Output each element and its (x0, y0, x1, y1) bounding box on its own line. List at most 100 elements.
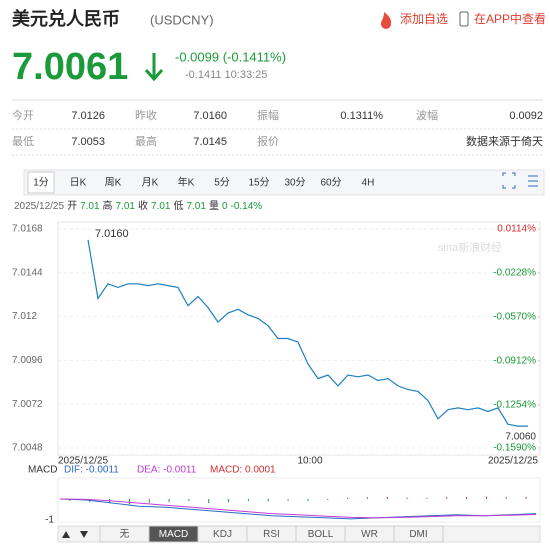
macd-bar (287, 498, 289, 501)
stat-label: 今开 (12, 108, 34, 122)
macd-bar (525, 496, 527, 499)
dif-label: DIF: -0.0011 (64, 465, 119, 476)
macd-bar (327, 498, 329, 500)
up-arrow[interactable] (62, 531, 70, 538)
indicator-label[interactable]: MACD (159, 529, 188, 540)
indicator-label[interactable]: DMI (409, 529, 427, 540)
tab[interactable]: 30分 (284, 177, 305, 189)
stat-value: 7.0126 (71, 110, 105, 122)
macd-line (59, 498, 537, 519)
macd-tick-label: -1 (45, 515, 54, 526)
stat-value: 7.0053 (71, 136, 105, 148)
macd-frame (57, 477, 541, 523)
tab[interactable]: 月K (142, 177, 159, 189)
fullscreen-icon[interactable] (502, 172, 516, 189)
macd-bar (267, 498, 269, 502)
y2-tick-label: -0.0570% (493, 312, 536, 323)
macd-bar (485, 496, 487, 499)
macd-bar (307, 498, 309, 502)
phone-icon (459, 11, 469, 27)
info-part: 7.01 (80, 201, 100, 212)
info-part: 7.01 (151, 201, 171, 212)
info-part: 2025/12/25 (14, 201, 64, 212)
macd-bar (406, 497, 408, 499)
macd-label: MACD: 0.0001 (210, 465, 276, 476)
x-tick-label: 10:00 (297, 456, 322, 467)
sub-quote: -0.1411 10:33:25 (185, 69, 267, 81)
macd-bar (168, 498, 170, 503)
macd-bar (505, 497, 507, 499)
stat-label: 报价 (257, 134, 279, 148)
change: -0.0099 (-0.1411%) (175, 49, 286, 64)
y-tick-label: 7.0144 (12, 267, 43, 278)
macd-title: MACD (28, 465, 57, 476)
add-watch[interactable]: 添加自选 (400, 12, 448, 26)
stat-label: 最低 (12, 135, 34, 148)
macd-bar (366, 497, 368, 499)
tab-bar (23, 169, 545, 196)
source: 数据来源于倚天 (466, 134, 543, 148)
tab[interactable]: 60分 (320, 177, 341, 189)
tab-active (27, 171, 55, 194)
y2-tick-label: 0.0114% (497, 224, 536, 235)
stat-label: 振幅 (257, 108, 279, 122)
macd-bar (446, 497, 448, 499)
plot-frame (57, 221, 541, 456)
y-tick-label: 7.0168 (12, 224, 43, 235)
stat-value: 7.0145 (193, 136, 227, 148)
macd-bar (386, 496, 388, 499)
watermark: sina新浪财经 (438, 240, 502, 254)
y2-tick-label: -0.1590% (493, 443, 536, 454)
fire-icon (381, 12, 392, 29)
y-tick-label: 7.0096 (12, 355, 43, 366)
info-part: 量 (209, 200, 219, 212)
dea-label: DEA: -0.0011 (137, 465, 197, 476)
tab[interactable]: 日K (70, 178, 87, 189)
info-part: 7.01 (186, 201, 206, 212)
macd-bar (426, 497, 428, 499)
macd-bar (466, 496, 468, 499)
info-part: 开 (67, 201, 77, 212)
indicator-tab[interactable] (393, 525, 444, 543)
x-tick-label: 2025/12/25 (58, 456, 108, 467)
down-arrow[interactable] (80, 531, 88, 538)
macd-bar (188, 498, 190, 502)
stat-value: 0.1311% (340, 110, 383, 122)
indicator-label[interactable]: 无 (120, 529, 130, 540)
info-part: 0 (222, 201, 228, 212)
info-line: 2025/12/25 开 7.01 高 7.01 收 7.01 低 7.01 量 0 -0.14% (14, 199, 262, 212)
tab[interactable]: 1分 (33, 177, 49, 189)
stat-label: 波幅 (416, 109, 438, 122)
tab[interactable]: 年K (178, 176, 195, 189)
macd-bar (69, 498, 71, 502)
tab[interactable]: 5分 (214, 177, 230, 189)
indicator-label[interactable]: WR (361, 529, 378, 540)
open-app[interactable]: 在APP中查看 (474, 11, 546, 26)
macd-bar (128, 498, 130, 505)
x-tick-label: 2025/12/25 (488, 456, 538, 467)
info-part: 低 (173, 199, 183, 212)
indicator-label[interactable]: KDJ (213, 529, 232, 540)
tab[interactable]: 4H (362, 178, 375, 189)
y-tick-label: 7.012 (12, 311, 37, 322)
price-line (87, 239, 528, 427)
info-part: -0.14% (231, 201, 263, 212)
indicator-label[interactable]: BOLL (308, 529, 334, 540)
annotation: 7.0160 (95, 228, 129, 240)
info-part: 7.01 (116, 201, 136, 212)
indicator-label[interactable]: RSI (263, 529, 280, 540)
stat-value: 7.0160 (193, 110, 227, 122)
stat-value: 0.0092 (509, 110, 543, 122)
y-tick-label: 7.0048 (12, 443, 43, 454)
info-part: 高 (103, 199, 113, 212)
macd-bar (208, 498, 210, 504)
macd-bar (247, 498, 249, 502)
code: (USDCNY) (150, 12, 214, 27)
annotation: 7.0060 (505, 432, 536, 443)
tab[interactable]: 周K (105, 177, 122, 189)
stat-label: 最高 (135, 134, 157, 148)
y2-tick-label: -0.0912% (493, 356, 536, 367)
tab[interactable]: 15分 (248, 177, 269, 189)
menu-icon[interactable] (528, 175, 538, 187)
